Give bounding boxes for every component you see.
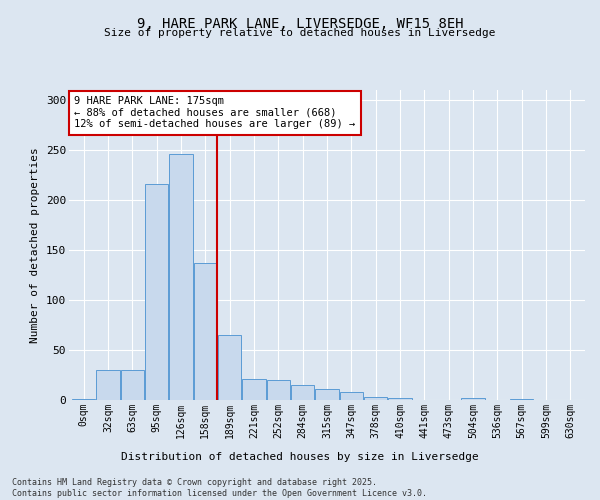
Bar [316, 389, 338, 400]
Bar [121, 370, 144, 400]
Bar [242, 379, 266, 400]
Text: Size of property relative to detached houses in Liversedge: Size of property relative to detached ho… [104, 28, 496, 38]
Bar [291, 385, 314, 400]
Bar [510, 399, 533, 400]
Bar [169, 154, 193, 400]
Bar [461, 398, 485, 400]
Bar [194, 263, 217, 400]
Bar [364, 397, 387, 400]
Text: 9 HARE PARK LANE: 175sqm
← 88% of detached houses are smaller (668)
12% of semi-: 9 HARE PARK LANE: 175sqm ← 88% of detach… [74, 96, 355, 130]
Text: 9, HARE PARK LANE, LIVERSEDGE, WF15 8EH: 9, HARE PARK LANE, LIVERSEDGE, WF15 8EH [137, 18, 463, 32]
Bar [267, 380, 290, 400]
Text: Contains HM Land Registry data © Crown copyright and database right 2025.
Contai: Contains HM Land Registry data © Crown c… [12, 478, 427, 498]
Bar [218, 335, 241, 400]
Bar [145, 184, 168, 400]
Bar [72, 399, 95, 400]
Text: Distribution of detached houses by size in Liversedge: Distribution of detached houses by size … [121, 452, 479, 462]
Bar [97, 370, 119, 400]
Bar [388, 398, 412, 400]
Y-axis label: Number of detached properties: Number of detached properties [31, 147, 40, 343]
Bar [340, 392, 363, 400]
